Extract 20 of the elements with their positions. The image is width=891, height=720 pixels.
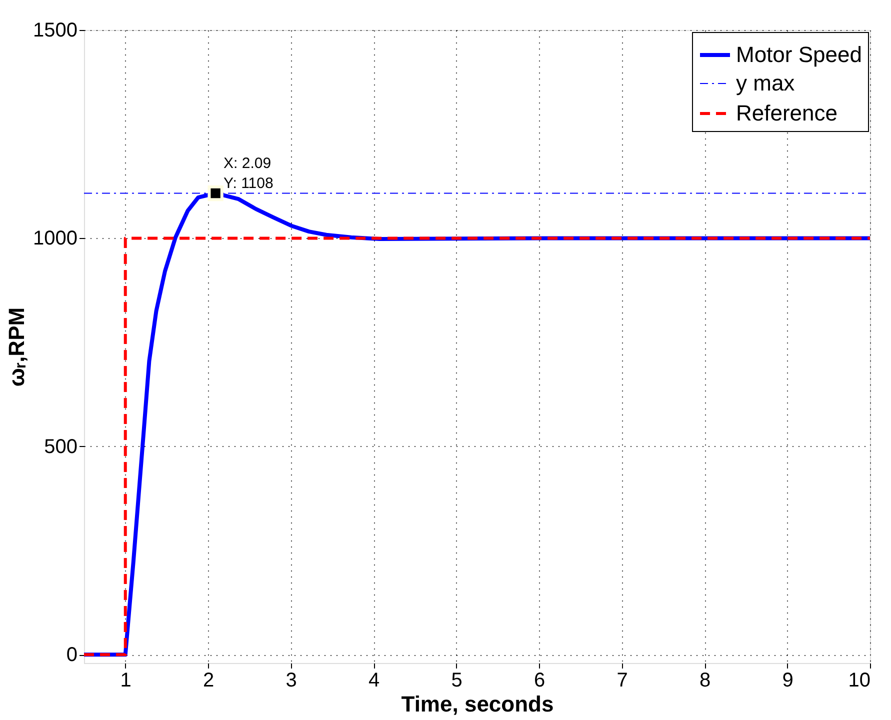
- x-tick-label: 1: [120, 670, 132, 692]
- y-tick-label: 500: [44, 436, 78, 458]
- y-tick-label: 1000: [33, 228, 78, 250]
- x-tick-label: 9: [782, 670, 794, 692]
- x-tick-label: 10: [848, 670, 870, 692]
- x-tick-label: 6: [534, 670, 546, 692]
- x-tick-label: 2: [203, 670, 214, 692]
- legend-label: Reference: [736, 100, 838, 126]
- x-tick-label: 3: [286, 670, 297, 692]
- x-tick-label: 5: [451, 670, 462, 692]
- legend-label: y max: [736, 70, 795, 96]
- annotation: X: 2.09 Y: 1108: [224, 155, 274, 192]
- x-tick-label: 4: [368, 670, 380, 692]
- legend-label: Motor Speed: [736, 42, 862, 67]
- y-tick-label: 1500: [33, 20, 78, 42]
- x-axis-title: Time, seconds: [401, 692, 554, 716]
- x-tick-label: 7: [616, 670, 628, 692]
- y-axis-title: ωᵣ,RPM: [4, 307, 30, 387]
- x-tick-label: 8: [699, 670, 711, 692]
- y-tick-label: 0: [66, 644, 78, 666]
